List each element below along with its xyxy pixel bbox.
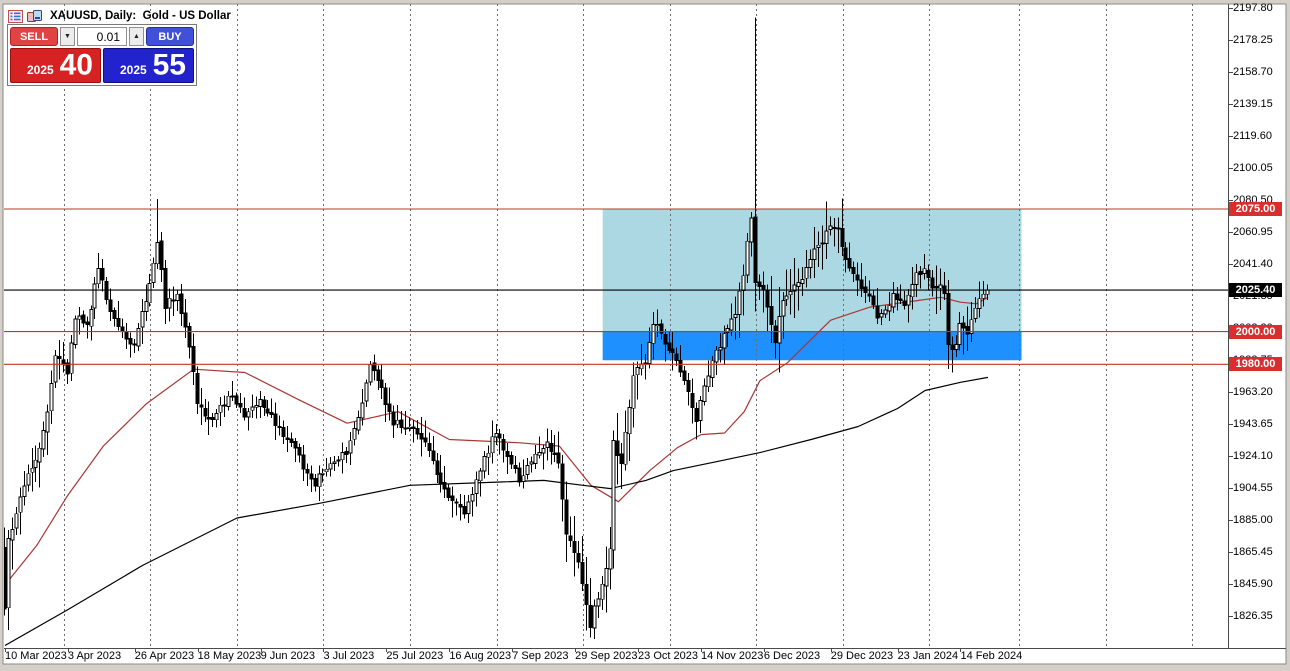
price-axis-tick: 1826.35 [1233,609,1273,622]
price-axis-tick: 2139.15 [1233,98,1273,111]
date-axis-label: 23 Oct 2023 [638,650,698,662]
date-axis-label: 3 Jul 2023 [323,650,375,662]
level-price-tag: 1980.00 [1229,357,1282,372]
slow-ma-black [4,376,989,647]
price-axis-tick: 1904.55 [1233,481,1273,494]
date-axis-label: 10 Mar 2023 [5,650,67,662]
buy-price-prefix: 2025 [120,63,147,77]
date-axis-label: 9 Jun 2023 [260,650,316,662]
journal-list-icon [8,9,23,23]
price-axis-tick: 1924.10 [1233,449,1273,462]
sell-price-big-digits: 40 [59,47,93,81]
sell-button[interactable]: SELL [10,27,58,46]
date-axis-label: 3 Apr 2023 [67,650,122,662]
date-axis-label: 14 Feb 2024 [960,650,1023,662]
price-axis-tick: 1885.00 [1233,513,1273,526]
price-axis-tick: 2178.25 [1233,34,1273,47]
fast-ma-red [4,296,989,586]
date-axis-label: 16 Aug 2023 [449,650,512,662]
axes [4,4,1286,652]
price-axis-tick: 2100.05 [1233,162,1273,175]
one-click-trading-panel: SELL ▼ ▲ BUY 2025 40 2025 55 [7,24,197,86]
price-axis-tick: 2060.95 [1233,225,1273,238]
volume-decrease-button[interactable]: ▼ [60,27,75,46]
volume-input[interactable] [77,27,127,46]
date-axis-label: 23 Jan 2024 [897,650,959,662]
chart-title: XAUUSD, Daily: Gold - US Dollar [50,10,231,22]
date-axis-label: 6 Dec 2023 [763,650,821,662]
level-price-tag: 2075.00 [1229,202,1282,216]
price-axis-tick: 2158.70 [1233,66,1273,79]
price-axis-tick: 2197.80 [1233,2,1273,15]
buy-price-big-digits: 55 [152,47,186,81]
level-lines[interactable] [4,208,1228,365]
buy-price-panel[interactable]: 2025 55 [103,48,194,83]
level-price-tag: 2000.00 [1229,324,1282,339]
date-axis-label: 7 Sep 2023 [512,650,569,662]
price-axis-tick: 1865.45 [1233,545,1273,558]
grid-layer [64,4,1193,648]
buy-button[interactable]: BUY [146,27,194,46]
sell-price-panel[interactable]: 2025 40 [10,48,101,83]
price-axis-tick: 1963.20 [1233,385,1273,398]
sell-price-prefix: 2025 [27,63,54,77]
date-axis-label: 29 Sep 2023 [575,650,638,662]
trade-controls-row: SELL ▼ ▲ BUY [10,27,194,46]
price-boxes-row: 2025 40 2025 55 [10,48,194,83]
current-price-tag: 2025.40 [1229,283,1282,298]
price-axis-tick: 1845.90 [1233,577,1273,590]
date-axis-label: 26 Apr 2023 [134,650,195,662]
volume-increase-button[interactable]: ▲ [129,27,144,46]
chart-windows-icon [27,9,42,23]
date-axis-label: 18 May 2023 [197,650,262,662]
price-axis-tick: 2119.60 [1233,130,1272,143]
date-axis-label: 14 Nov 2023 [700,650,764,662]
date-axis-label: 25 Jul 2023 [386,650,444,662]
date-axis-label: 29 Dec 2023 [830,650,894,662]
price-axis-tick: 1943.65 [1233,417,1273,430]
chart-title-bar: XAUUSD, Daily: Gold - US Dollar [8,8,231,24]
price-axis-tick: 2041.40 [1233,257,1273,270]
